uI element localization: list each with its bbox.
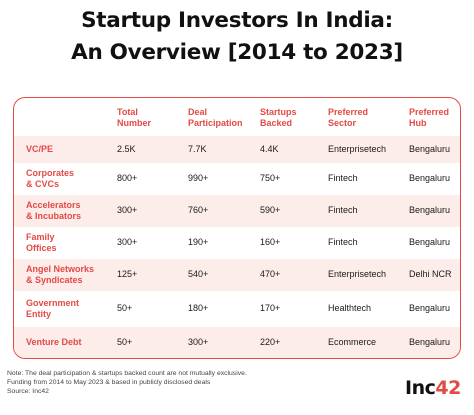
table-row-family-offices: Family Offices 300+ 190+ 160+ Fintech Be… (14, 227, 460, 259)
preferred-sector-cell: Enterprisetech (328, 269, 387, 279)
footnote: Note: The deal participation & startups … (7, 369, 247, 396)
logo-main-text: Inc (405, 377, 436, 399)
row-name: VC/PE (26, 144, 54, 154)
logo-accent-text: 42 (435, 377, 461, 399)
total-number-cell: 300+ (117, 205, 138, 215)
table-row-accelerators: Accelerators & Incubators 300+ 760+ 590+… (14, 195, 460, 227)
startups-backed-cell: 750+ (260, 173, 281, 183)
deal-participation-cell: 300+ (188, 337, 209, 347)
investors-table: Total Number Deal Participation Startups… (13, 97, 461, 359)
header-startups-backed: Startups Backed (260, 107, 297, 128)
table-row-vc-pe: VC/PE 2.5K 7.7K 4.4K Enterprisetech Beng… (14, 136, 460, 163)
deal-participation-cell: 760+ (188, 205, 209, 215)
total-number-cell: 50+ (117, 337, 133, 347)
table-row-angel-networks: Angel Networks & Syndicates 125+ 540+ 47… (14, 259, 460, 291)
preferred-hub-cell: Delhi NCR (409, 269, 452, 279)
preferred-sector-cell: Fintech (328, 173, 358, 183)
table-row-venture-debt: Venture Debt 50+ 300+ 220+ Ecommerce Ben… (14, 327, 460, 358)
row-name: Government Entity (26, 298, 80, 319)
preferred-sector-cell: Enterprisetech (328, 144, 387, 154)
header-deal-participation: Deal Participation (188, 107, 243, 128)
startups-backed-cell: 220+ (260, 337, 281, 347)
total-number-cell: 300+ (117, 237, 138, 247)
deal-participation-cell: 190+ (188, 237, 209, 247)
startups-backed-cell: 470+ (260, 269, 281, 279)
preferred-hub-cell: Bengaluru (409, 173, 451, 183)
preferred-sector-cell: Fintech (328, 237, 358, 247)
startups-backed-cell: 590+ (260, 205, 281, 215)
total-number-cell: 2.5K (117, 144, 136, 154)
header-total-number: Total Number (117, 107, 152, 128)
startups-backed-cell: 4.4K (260, 144, 279, 154)
deal-participation-cell: 540+ (188, 269, 209, 279)
deal-participation-cell: 180+ (188, 303, 209, 313)
total-number-cell: 50+ (117, 303, 133, 313)
startups-backed-cell: 170+ (260, 303, 281, 313)
table-row-corporates: Corporates & CVCs 800+ 990+ 750+ Fintech… (14, 163, 460, 195)
preferred-sector-cell: Ecommerce (328, 337, 377, 347)
deal-participation-cell: 7.7K (188, 144, 207, 154)
startups-backed-cell: 160+ (260, 237, 281, 247)
preferred-hub-cell: Bengaluru (409, 144, 451, 154)
row-name: Venture Debt (26, 337, 82, 347)
table-row-government-entity: Government Entity 50+ 180+ 170+ Healthte… (14, 291, 460, 327)
preferred-sector-cell: Healthtech (328, 303, 372, 313)
page-title-line-1: Startup Investors In India: (81, 8, 393, 33)
table-header: Total Number Deal Participation Startups… (14, 98, 460, 136)
deal-participation-cell: 990+ (188, 173, 209, 183)
footnote-line-1: Note: The deal participation & startups … (7, 370, 247, 377)
page-title-line-2: An Overview [2014 to 2023] (71, 40, 403, 65)
row-name: Angel Networks & Syndicates (26, 264, 95, 285)
footnote-source: Source: Inc42 (7, 388, 49, 395)
preferred-sector-cell: Fintech (328, 205, 358, 215)
preferred-hub-cell: Bengaluru (409, 303, 451, 313)
header-preferred-hub: Preferred Hub (409, 107, 450, 128)
row-name: Family Offices (26, 232, 57, 253)
footnote-line-2: Funding from 2014 to May 2023 & based in… (7, 379, 211, 386)
preferred-hub-cell: Bengaluru (409, 337, 451, 347)
header-preferred-sector: Preferred Sector (328, 107, 369, 128)
total-number-cell: 800+ (117, 173, 138, 183)
total-number-cell: 125+ (117, 269, 138, 279)
preferred-hub-cell: Bengaluru (409, 205, 451, 215)
inc42-logo: Inc42 (405, 377, 461, 399)
preferred-hub-cell: Bengaluru (409, 237, 451, 247)
row-name: Corporates & CVCs (26, 168, 75, 189)
row-name: Accelerators & Incubators (26, 200, 82, 221)
